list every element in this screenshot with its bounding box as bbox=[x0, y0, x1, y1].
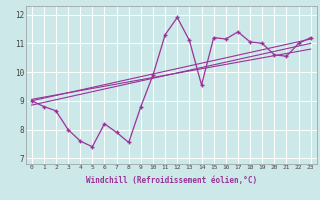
X-axis label: Windchill (Refroidissement éolien,°C): Windchill (Refroidissement éolien,°C) bbox=[86, 176, 257, 185]
